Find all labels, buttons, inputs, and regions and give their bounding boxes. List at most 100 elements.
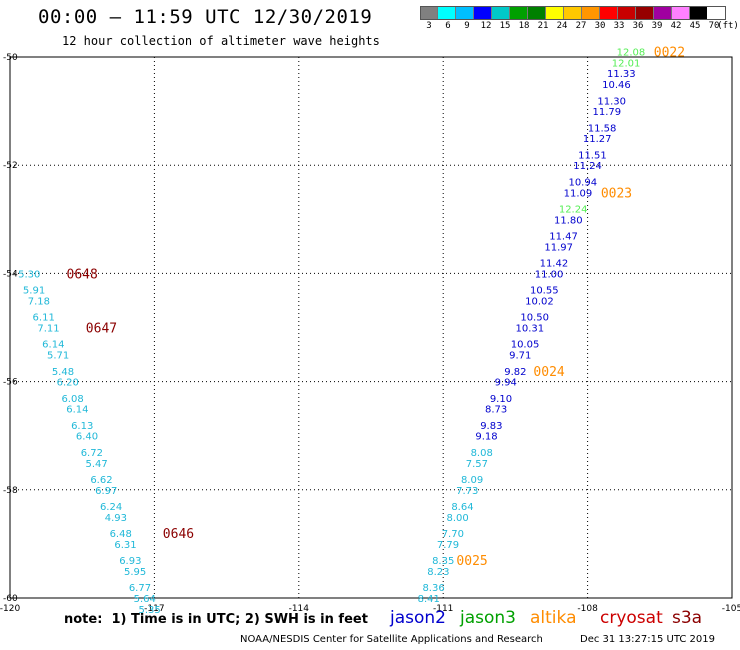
color-scale-label: 27 [575, 21, 587, 31]
pass-time-label: 0022 [654, 46, 685, 61]
color-scale-cell [690, 6, 707, 20]
wave-height-label: 8.09 [461, 475, 483, 486]
color-scale-label: 42 [670, 21, 682, 31]
wave-height-label: 6.11 [33, 313, 55, 324]
color-scale-cell [672, 6, 690, 20]
y-tick-label: -56 [3, 378, 18, 388]
wave-height-label: 8.64 [451, 502, 473, 513]
wave-height-label: 7.73 [456, 486, 478, 497]
wave-height-label: 5.30 [18, 269, 40, 280]
wave-height-label: 10.31 [516, 324, 545, 335]
wave-height-label: 9.82 [504, 367, 526, 378]
wave-height-label: 5.91 [23, 286, 45, 297]
wave-height-label: 8.23 [427, 567, 449, 578]
wave-height-label: 8.73 [485, 405, 507, 416]
wave-height-label: 8.08 [471, 448, 493, 459]
color-scale-cell [636, 6, 654, 20]
y-tick-label: -54 [3, 269, 18, 279]
color-scale-label: 36 [632, 21, 644, 31]
wave-height-label: 7.57 [466, 459, 488, 470]
wave-height-label: 6.40 [76, 432, 98, 443]
wave-height-label: 6.97 [95, 486, 117, 497]
color-scale-label: 33 [613, 21, 625, 31]
color-scale-cell [528, 6, 546, 20]
wave-height-label: 8.36 [422, 583, 444, 594]
wave-height-label: 6.93 [119, 556, 141, 567]
color-scale-unit: (ft) [717, 21, 739, 31]
pass-time-label: 0025 [456, 554, 487, 569]
color-scale-cell [582, 6, 600, 20]
pass-time-label: 0024 [533, 365, 564, 380]
wave-height-label: 9.83 [480, 421, 502, 432]
wave-height-label: 6.14 [66, 405, 88, 416]
wave-height-label: 5.71 [47, 351, 69, 362]
color-scale-label: 45 [689, 21, 701, 31]
wave-height-label: 10.05 [511, 340, 540, 351]
y-tick-label: -50 [3, 53, 18, 63]
wave-height-label: 11.24 [573, 161, 602, 172]
wave-height-label: 8.00 [447, 513, 469, 524]
wave-height-label: 11.58 [588, 123, 617, 134]
wave-height-label: 11.42 [540, 259, 569, 270]
wave-height-label: 7.18 [28, 296, 50, 307]
wave-height-label: 10.50 [520, 313, 549, 324]
legend-item-jason3: jason3 [460, 608, 516, 628]
color-scale-label: 18 [518, 21, 530, 31]
wave-height-label: 9.10 [490, 394, 512, 405]
wave-height-label: 8.35 [432, 556, 454, 567]
wave-height-label: 11.97 [544, 242, 573, 253]
color-scale-label: 39 [651, 21, 663, 31]
color-scale-label: 24 [556, 21, 568, 31]
color-scale-cell [546, 6, 564, 20]
wave-height-label: 5.47 [86, 459, 108, 470]
x-tick-label: -120 [0, 604, 20, 614]
y-tick-label: -58 [3, 486, 18, 496]
page-subtitle: 12 hour collection of altimeter wave hei… [62, 34, 380, 48]
x-tick-label: -105 [722, 604, 740, 614]
wave-height-label: 11.79 [593, 107, 622, 118]
wave-height-label: 10.02 [525, 296, 554, 307]
wave-height-label: 8.41 [418, 594, 440, 605]
color-scale-cell [618, 6, 636, 20]
color-scale-cell [564, 6, 582, 20]
color-scale-cell [510, 6, 528, 20]
x-tick-label: -111 [433, 604, 453, 614]
wave-height-label: 11.09 [564, 188, 593, 199]
wave-height-label: 6.24 [100, 502, 122, 513]
wave-height-label: 11.30 [597, 96, 626, 107]
pass-time-label: 0648 [67, 267, 98, 282]
x-tick-label: -117 [144, 604, 164, 614]
wave-height-label: 9.94 [495, 378, 517, 389]
wave-height-label: 11.27 [583, 134, 612, 145]
generated-timestamp: Dec 31 13:27:15 UTC 2019 [580, 634, 715, 645]
wave-height-label: 11.47 [549, 232, 578, 243]
plot-frame [9, 56, 733, 599]
wave-height-label: 10.46 [602, 80, 631, 91]
wave-height-label: 6.14 [42, 340, 64, 351]
wave-height-label: 9.71 [509, 351, 531, 362]
wave-height-label: 12.24 [559, 204, 588, 215]
color-scale-cell [474, 6, 492, 20]
color-scale-cell [600, 6, 618, 20]
legend-item-jason2: jason2 [390, 608, 446, 628]
legend-item-cryosat: cryosat [600, 608, 663, 628]
pass-time-label: 0646 [163, 527, 194, 542]
wave-height-label: 5.95 [124, 567, 146, 578]
wave-height-label: 6.31 [114, 540, 136, 551]
wave-height-label: 6.20 [57, 378, 79, 389]
color-scale-cell [438, 6, 456, 20]
wave-height-label: 11.33 [607, 69, 636, 80]
page-title: 00:00 — 11:59 UTC 12/30/2019 [38, 6, 373, 28]
legend-item-altika: altika [530, 608, 577, 628]
pass-time-label: 0647 [86, 322, 117, 337]
wave-height-label: 12.08 [617, 48, 646, 59]
wave-height-label: 6.48 [110, 529, 132, 540]
wave-height-label: 6.08 [61, 394, 83, 405]
y-tick-label: -60 [3, 594, 18, 604]
wave-height-color-scale [420, 6, 707, 20]
wave-height-label: 10.94 [568, 177, 597, 188]
wave-height-label: 10.55 [530, 286, 559, 297]
wave-height-label: 11.80 [554, 215, 583, 226]
color-scale-cell [456, 6, 474, 20]
